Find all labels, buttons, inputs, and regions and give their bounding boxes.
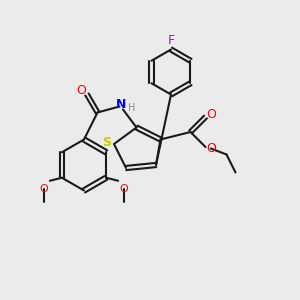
Text: N: N (116, 98, 126, 111)
Text: F: F (167, 34, 175, 47)
Text: O: O (120, 184, 128, 194)
Text: O: O (207, 142, 216, 155)
Text: O: O (207, 107, 216, 121)
Text: O: O (40, 184, 48, 194)
Text: S: S (102, 136, 111, 149)
Text: O: O (76, 83, 86, 97)
Text: H: H (128, 103, 135, 113)
